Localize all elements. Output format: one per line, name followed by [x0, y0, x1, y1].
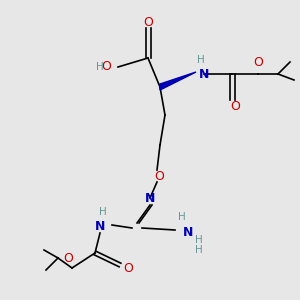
Text: H: H [178, 212, 186, 222]
Text: O: O [101, 61, 111, 74]
Text: O: O [230, 100, 240, 112]
Text: N: N [199, 68, 209, 80]
Text: H: H [195, 235, 203, 245]
Text: H: H [96, 62, 104, 72]
Text: N: N [95, 220, 105, 233]
Text: H: H [197, 55, 205, 65]
Text: N: N [183, 226, 193, 238]
Text: H: H [99, 207, 107, 217]
Text: O: O [143, 16, 153, 29]
Polygon shape [160, 72, 196, 90]
Text: O: O [253, 56, 263, 70]
Text: O: O [63, 251, 73, 265]
Text: O: O [123, 262, 133, 275]
Text: N: N [145, 191, 155, 205]
Text: H: H [195, 245, 203, 255]
Text: O: O [154, 170, 164, 184]
